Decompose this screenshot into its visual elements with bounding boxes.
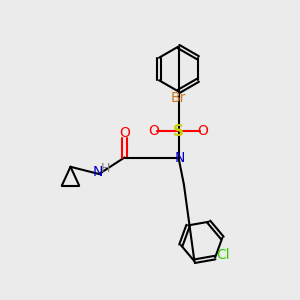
Text: N: N xyxy=(174,151,184,164)
Text: S: S xyxy=(173,124,184,139)
Text: O: O xyxy=(148,124,159,138)
Text: N: N xyxy=(92,166,103,179)
Text: H: H xyxy=(101,162,111,175)
Text: O: O xyxy=(119,127,130,140)
Text: Cl: Cl xyxy=(217,248,230,262)
Text: O: O xyxy=(198,124,208,138)
Text: Br: Br xyxy=(171,91,186,104)
